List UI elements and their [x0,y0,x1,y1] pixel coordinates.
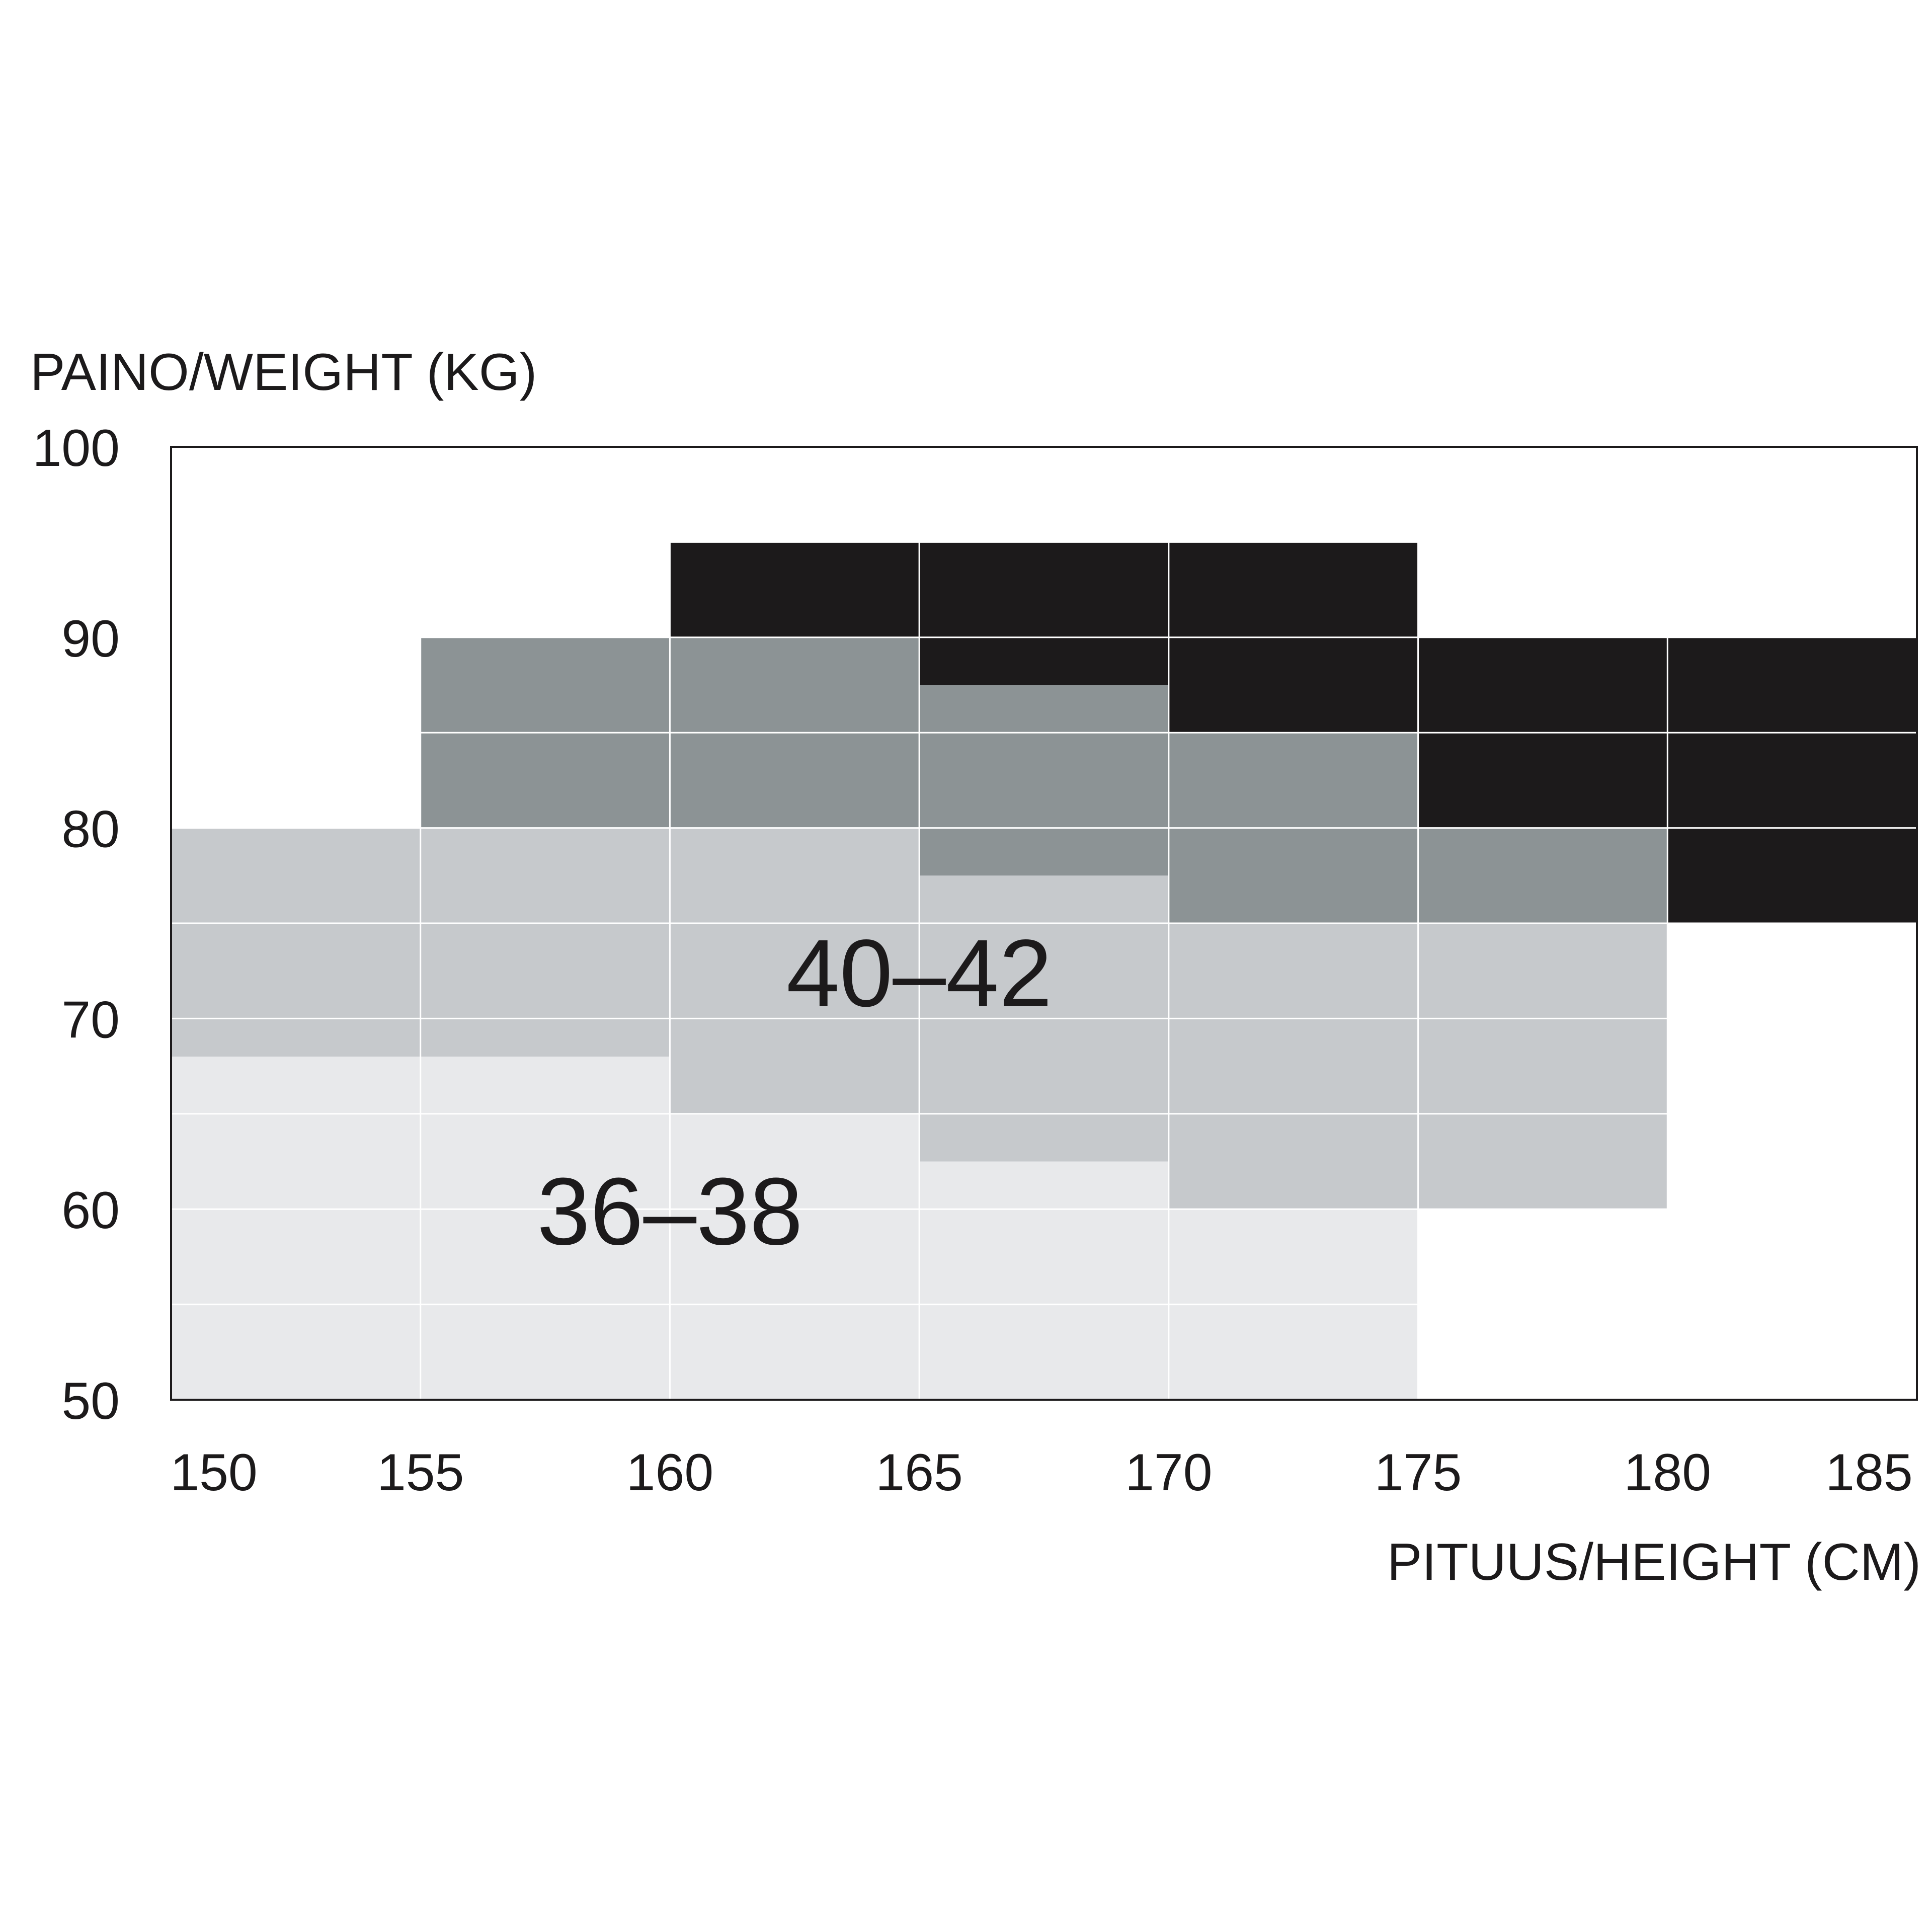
size-region-2-3 [1418,828,1668,923]
x-tick-170: 170 [1125,1443,1213,1502]
grid-lines [171,447,1917,1400]
size-region-3-4 [1667,637,1917,923]
x-tick-165: 165 [875,1443,963,1502]
size-region-3-1 [919,637,1169,685]
y-tick-labels: 100 90 80 70 60 50 [32,419,120,1430]
x-tick-160: 160 [626,1443,714,1502]
y-tick-50: 50 [61,1372,120,1430]
size-region-3-2 [1168,637,1418,733]
y-tick-90: 90 [61,610,120,668]
region-labels: 40–42 36–38 [537,920,1052,1265]
x-axis-label: PITUUS/HEIGHT (CM) [1387,1533,1921,1591]
y-tick-60: 60 [61,1181,120,1240]
y-tick-100: 100 [32,419,120,477]
x-tick-150: 150 [170,1443,258,1502]
size-region-3-0 [670,542,1418,637]
region-label-1: 36–38 [537,1158,802,1265]
x-tick-labels: 150 155 160 165 170 175 180 185 [170,1443,1913,1502]
y-tick-70: 70 [61,991,120,1049]
region-label-0: 40–42 [786,920,1052,1027]
y-axis-label: PAINO/WEIGHT (KG) [30,343,537,401]
size-region-2-1 [919,685,1169,876]
y-tick-80: 80 [61,800,120,859]
plot-frame [170,446,1918,1401]
x-tick-180: 180 [1624,1443,1712,1502]
x-tick-175: 175 [1375,1443,1462,1502]
size-region-1-1 [670,828,920,1114]
x-tick-155: 155 [377,1443,464,1502]
x-tick-185: 185 [1825,1443,1913,1502]
